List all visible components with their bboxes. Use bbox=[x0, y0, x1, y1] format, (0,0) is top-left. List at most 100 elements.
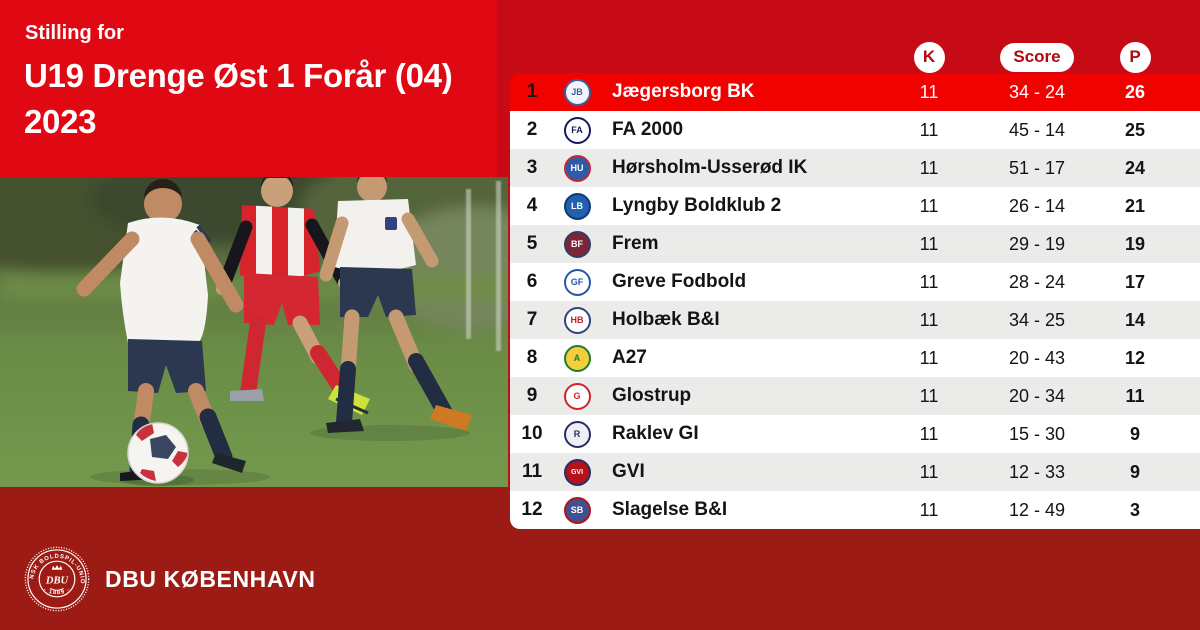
club-name: FA 2000 bbox=[612, 119, 684, 140]
club-name: Hørsholm-Usserød IK bbox=[612, 157, 808, 178]
points: 3 bbox=[1129, 499, 1140, 520]
goal-score: 34 - 24 bbox=[1008, 81, 1066, 102]
club-logo: HB bbox=[563, 306, 591, 334]
header-card: Stilling for U19 Drenge Øst 1 Forår (04)… bbox=[0, 0, 497, 177]
goal-score: 20 - 43 bbox=[1008, 347, 1066, 368]
position: 2 bbox=[526, 119, 538, 140]
column-badge-k: K bbox=[913, 41, 945, 73]
seal-year-text: · 1889 · bbox=[43, 587, 71, 596]
position: 3 bbox=[526, 157, 538, 178]
page-title-line1: U19 Drenge Øst 1 Forår (04) bbox=[24, 57, 453, 94]
matches-played: 11 bbox=[919, 499, 939, 520]
position: 12 bbox=[521, 499, 543, 520]
points: 11 bbox=[1125, 385, 1145, 406]
points: 24 bbox=[1124, 157, 1146, 178]
seal-crown bbox=[51, 565, 63, 570]
goal-score: 26 - 14 bbox=[1008, 195, 1066, 216]
points: 19 bbox=[1124, 233, 1146, 254]
goal-score: 51 - 17 bbox=[1008, 157, 1066, 178]
points: 9 bbox=[1129, 461, 1140, 482]
player-main bbox=[76, 178, 246, 481]
goal-score: 45 - 14 bbox=[1008, 119, 1066, 140]
goal-score: 34 - 25 bbox=[1008, 309, 1066, 330]
points: 9 bbox=[1129, 423, 1140, 444]
goal-score: 28 - 24 bbox=[1008, 271, 1066, 292]
goal-score: 29 - 19 bbox=[1008, 233, 1066, 254]
table-row: 5 BF Frem 11 29 - 19 19 bbox=[510, 225, 1200, 263]
club-logo: GVI bbox=[563, 458, 591, 486]
matches-played: 11 bbox=[919, 119, 939, 140]
points: 21 bbox=[1124, 195, 1146, 216]
table-row: 7 HB Holbæk B&I 11 34 - 25 14 bbox=[510, 301, 1200, 339]
matches-played: 11 bbox=[919, 309, 939, 330]
table-row: 12 SB Slagelse B&I 11 12 - 49 3 bbox=[510, 491, 1200, 529]
club-name: A27 bbox=[612, 347, 647, 368]
seal-ribbon bbox=[50, 587, 64, 591]
club-name: Frem bbox=[612, 233, 659, 254]
table-row: 8 A A27 11 20 - 43 12 bbox=[510, 339, 1200, 377]
dbu-seal-logo: DANSK BOLDSPIL-UNION · 1889 · DBU bbox=[24, 546, 90, 612]
table-header: K Score P bbox=[510, 41, 1200, 73]
club-logo: BF bbox=[563, 230, 591, 258]
matches-played: 11 bbox=[919, 233, 939, 254]
club-logo: FA bbox=[563, 116, 591, 144]
standings-table: 1 JB Jægersborg BK 11 34 - 24 26 2 FA FA… bbox=[510, 73, 1200, 529]
column-badge-p: P bbox=[1119, 41, 1151, 73]
matches-played: 11 bbox=[919, 423, 939, 444]
club-name: Lyngby Boldklub 2 bbox=[612, 195, 782, 216]
table-row: 11 GVI GVI 11 12 - 33 9 bbox=[510, 453, 1200, 491]
position: 5 bbox=[526, 233, 538, 254]
table-row: 6 GF Greve Fodbold 11 28 - 24 17 bbox=[510, 263, 1200, 301]
match-photo-illustration bbox=[0, 153, 570, 487]
position: 7 bbox=[526, 309, 538, 330]
club-logo: G bbox=[563, 382, 591, 410]
club-logo: HU bbox=[563, 154, 591, 182]
table-row: 3 HU Hørsholm-Usserød IK 11 51 - 17 24 bbox=[510, 149, 1200, 187]
points: 17 bbox=[1124, 271, 1146, 292]
club-logo: R bbox=[563, 420, 591, 448]
club-logo: GF bbox=[563, 268, 591, 296]
points: 12 bbox=[1124, 347, 1146, 368]
matches-played: 11 bbox=[919, 195, 939, 216]
club-name: Slagelse B&I bbox=[612, 499, 728, 520]
club-logo: SB bbox=[563, 496, 591, 524]
svg-text:· 1889 ·: · 1889 · bbox=[43, 587, 72, 596]
matches-played: 11 bbox=[919, 157, 939, 178]
points: 25 bbox=[1124, 119, 1146, 140]
page-title-line2: 2023 bbox=[24, 103, 97, 140]
matches-played: 11 bbox=[919, 81, 939, 102]
club-name: Holbæk B&I bbox=[612, 309, 720, 330]
football bbox=[127, 422, 189, 484]
points: 26 bbox=[1124, 81, 1146, 102]
club-logo: LB bbox=[563, 192, 591, 220]
position: 9 bbox=[526, 385, 538, 406]
goal-score: 12 - 33 bbox=[1008, 461, 1066, 482]
brand-name: DBU KØBENHAVN bbox=[105, 565, 316, 592]
club-name: Greve Fodbold bbox=[612, 271, 747, 292]
table-row: 4 LB Lyngby Boldklub 2 11 26 - 14 21 bbox=[510, 187, 1200, 225]
club-logo: JB bbox=[563, 78, 591, 106]
club-name: Glostrup bbox=[612, 385, 692, 406]
seal-monogram: DBU bbox=[45, 576, 70, 587]
matches-played: 11 bbox=[919, 347, 939, 368]
goal-post bbox=[466, 181, 501, 351]
footer: DANSK BOLDSPIL-UNION · 1889 · DBU DBU KØ… bbox=[24, 546, 316, 612]
table-row: 9 G Glostrup 11 20 - 34 11 bbox=[510, 377, 1200, 415]
player-right bbox=[319, 168, 472, 433]
table-row: 10 R Raklev GI 11 15 - 30 9 bbox=[510, 415, 1200, 453]
position: 11 bbox=[521, 461, 543, 482]
goal-score: 12 - 49 bbox=[1008, 499, 1066, 520]
club-name: GVI bbox=[612, 461, 645, 482]
table-row: 2 FA FA 2000 11 45 - 14 25 bbox=[510, 111, 1200, 149]
matches-played: 11 bbox=[919, 461, 939, 482]
position: 10 bbox=[521, 423, 543, 444]
club-logo: A bbox=[563, 344, 591, 372]
club-name: Raklev GI bbox=[612, 423, 699, 444]
goal-score: 20 - 34 bbox=[1008, 385, 1066, 406]
position: 8 bbox=[526, 347, 538, 368]
club-name: Jægersborg BK bbox=[612, 81, 755, 102]
table-row: 1 JB Jægersborg BK 11 34 - 24 26 bbox=[510, 73, 1200, 111]
position: 6 bbox=[526, 271, 538, 292]
goal-score: 15 - 30 bbox=[1008, 423, 1066, 444]
